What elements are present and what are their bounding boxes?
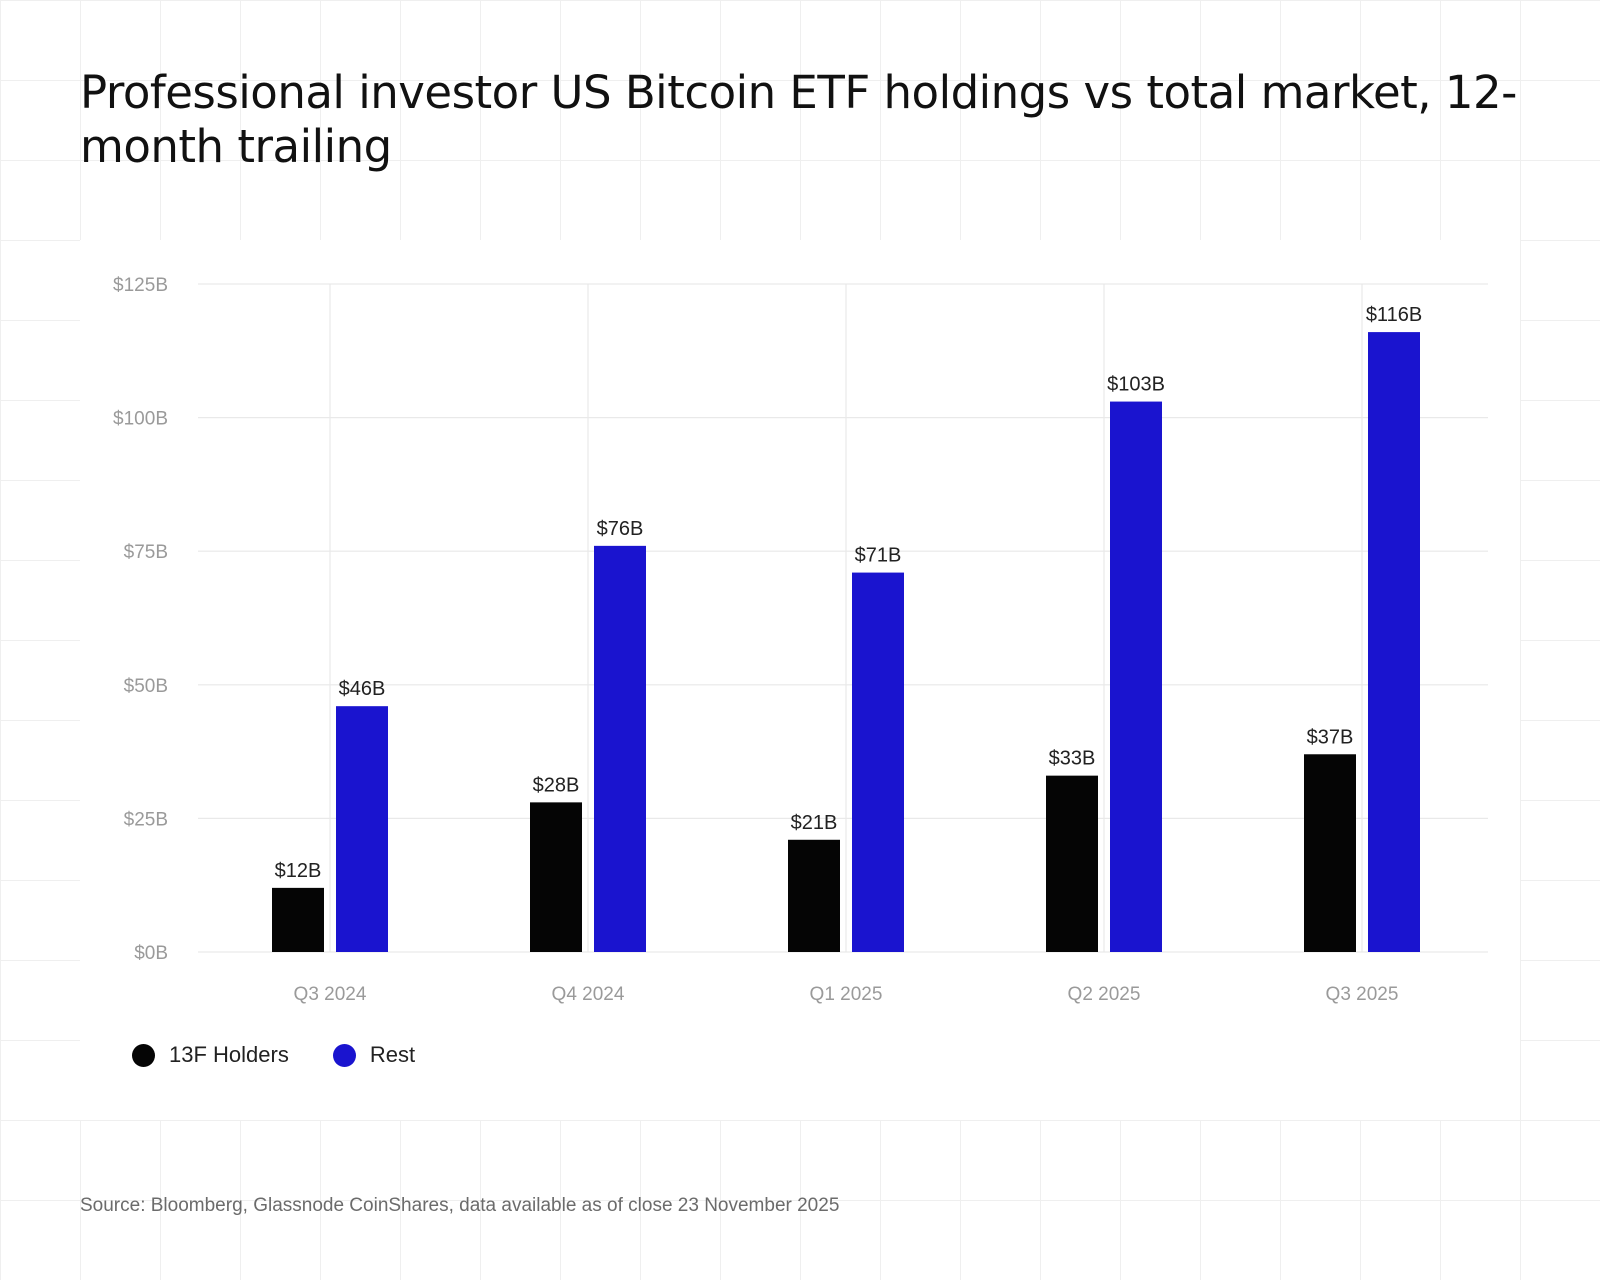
- chart-title: Professional investor US Bitcoin ETF hol…: [80, 66, 1517, 173]
- bar-value-label: $12B: [275, 860, 322, 882]
- bar-rest: [336, 706, 388, 952]
- bar-chart: $0B $25B $50B $75B $100B $125B $12B $28B $21B $33…: [113, 275, 1488, 1005]
- legend-item-holders: 13F Holders: [132, 1042, 289, 1068]
- x-tick-label: Q3 2025: [1326, 984, 1399, 1005]
- bar-13f-holders: [1304, 754, 1356, 952]
- bar-value-label: $116B: [1366, 304, 1422, 326]
- bar-value-label: $28B: [533, 774, 580, 796]
- bar-13f-holders: [272, 887, 324, 952]
- y-tick-label: $0B: [134, 943, 168, 964]
- legend-item-rest: Rest: [332, 1042, 416, 1068]
- legend-label-rest: Rest: [369, 1042, 416, 1067]
- bar-13f-holders: [530, 802, 582, 952]
- bar-13f-holders: [788, 839, 840, 952]
- y-tick-label: $125B: [113, 275, 168, 296]
- y-tick-label: $100B: [113, 409, 168, 430]
- legend-label-holders: 13F Holders: [169, 1042, 289, 1067]
- bar-value-label: $21B: [791, 812, 838, 834]
- bar-rest: [594, 545, 646, 952]
- y-tick-label: $25B: [124, 809, 168, 830]
- bar-13f-holders: [1046, 775, 1098, 952]
- chart-legend: 13F Holders Rest: [132, 1042, 459, 1068]
- bar-rest: [1368, 332, 1420, 952]
- bar-value-label: $46B: [339, 678, 386, 700]
- y-tick-label: $50B: [124, 676, 168, 697]
- x-tick-label: Q4 2024: [552, 984, 625, 1005]
- bar-value-label: $103B: [1107, 374, 1165, 396]
- bar-value-label: $33B: [1049, 748, 1096, 770]
- x-tick-label: Q2 2025: [1068, 984, 1141, 1005]
- x-tick-label: Q3 2024: [294, 984, 367, 1005]
- bar-value-label: $71B: [855, 545, 902, 567]
- legend-swatch-rest: [332, 1043, 356, 1067]
- chart-panel: $0B $25B $50B $75B $100B $125B $12B $28B $21B $33…: [80, 240, 1520, 1120]
- bar-value-label: $76B: [597, 518, 644, 540]
- y-tick-label: $75B: [124, 542, 168, 563]
- x-tick-label: Q1 2025: [810, 984, 883, 1005]
- bar-rest: [1110, 401, 1162, 952]
- source-note: Source: Bloomberg, Glassnode CoinShares,…: [80, 1195, 840, 1216]
- legend-swatch-holders: [132, 1043, 155, 1067]
- bar-rest: [852, 572, 904, 952]
- bar-value-label: $37B: [1307, 726, 1354, 748]
